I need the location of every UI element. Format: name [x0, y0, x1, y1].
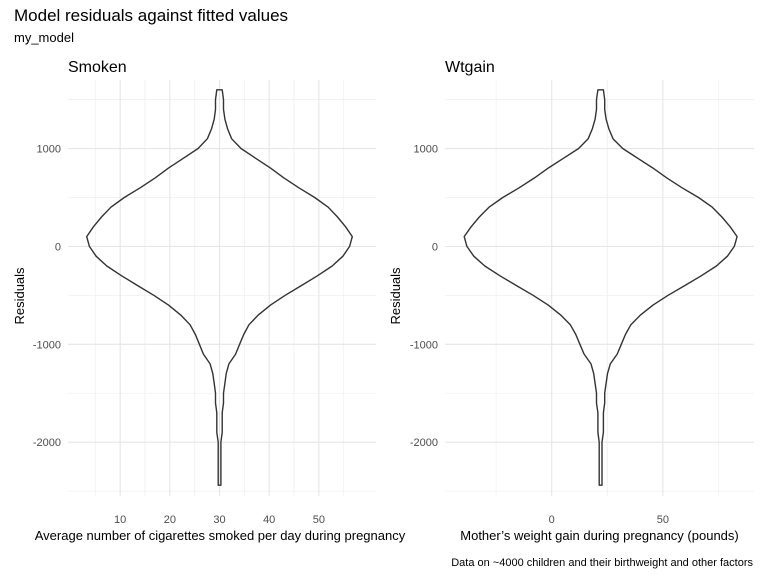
- y-tick-label: -1000: [410, 339, 438, 351]
- y-axis-label: Residuals: [12, 267, 27, 325]
- violin-outline: [86, 89, 353, 486]
- x-axis-label: Average number of cigarettes smoked per …: [35, 528, 406, 543]
- y-tick-label: 1000: [37, 144, 61, 156]
- x-tick-label: 0: [549, 514, 555, 526]
- chart-caption: Data on ~4000 children and their birthwe…: [451, 557, 753, 569]
- violin-outline: [463, 89, 738, 486]
- y-tick-label: 0: [55, 241, 61, 253]
- panel-title: Wtgain: [445, 59, 495, 76]
- x-tick-label: 20: [164, 514, 176, 526]
- x-tick-label: 50: [657, 514, 669, 526]
- y-tick-label: -2000: [33, 437, 61, 449]
- y-tick-label: 0: [432, 241, 438, 253]
- panel-title: Smoken: [68, 59, 127, 76]
- x-tick-label: 10: [114, 514, 126, 526]
- chart-title: Model residuals against fitted values: [14, 6, 289, 25]
- x-axis-label: Mother’s weight gain during pregnancy (p…: [460, 528, 738, 543]
- y-tick-label: -2000: [410, 437, 438, 449]
- y-tick-label: 1000: [414, 144, 438, 156]
- chart-subtitle: my_model: [14, 30, 74, 45]
- y-axis-label: Residuals: [388, 267, 403, 325]
- x-tick-label: 40: [263, 514, 275, 526]
- x-tick-label: 50: [313, 514, 325, 526]
- y-tick-label: -1000: [33, 339, 61, 351]
- x-tick-label: 30: [213, 514, 225, 526]
